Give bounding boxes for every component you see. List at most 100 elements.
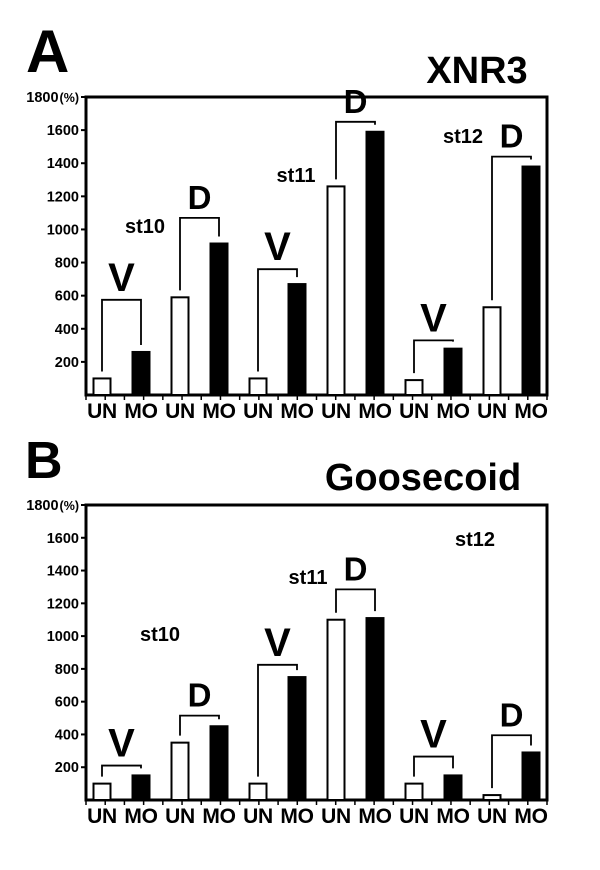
region-label-A-st12-V: V [420, 296, 447, 340]
region-label-A-st11-V: V [264, 225, 291, 269]
y-tick-value: 400 [55, 727, 79, 743]
bracket-A-st12-V [413, 339, 454, 374]
bracket-B-st11-D [335, 588, 376, 613]
region-label-B-st10-D: D [188, 677, 212, 714]
x-label-A-8: UN [399, 400, 429, 423]
region-label-B-st12-V: V [420, 713, 447, 757]
x-label-B-10: UN [477, 805, 507, 828]
bar-A-st11-D-MO [365, 130, 385, 396]
bar-A-st11-V-MO [287, 283, 307, 397]
x-label-B-1: MO [124, 805, 157, 828]
bracket-A-st10-V [101, 298, 142, 372]
region-label-A-st10-V: V [108, 256, 135, 300]
y-tick-value: 200 [55, 760, 79, 776]
stage-label-A-st12: st12 [443, 126, 483, 148]
bracket-B-st11-V [257, 663, 298, 777]
stage-label-A-st10: st10 [125, 216, 165, 238]
x-label-A-5: MO [280, 400, 313, 423]
bar-A-st10-D-UN [170, 296, 190, 397]
bar-B-st11-V-MO [287, 676, 307, 801]
x-label-B-0: UN [87, 805, 117, 828]
region-label-B-st10-V: V [108, 722, 135, 766]
y-tick-value: 1000 [47, 629, 79, 645]
bar-B-st11-D-MO [365, 617, 385, 801]
bar-B-st12-V-MO [443, 774, 463, 802]
region-label-A-st10-D: D [188, 179, 212, 216]
y-tick-value: 400 [55, 322, 79, 338]
y-tick-label-B: 600 [55, 695, 79, 711]
y-tick-label-A: 800 [55, 256, 79, 272]
y-tick-value: 1200 [47, 189, 79, 205]
bracket-A-st11-V [257, 268, 298, 372]
x-label-B-7: MO [358, 805, 391, 828]
bracket-B-st12-D [491, 734, 532, 789]
bar-A-st12-V-MO [443, 347, 463, 396]
bracket-A-st10-D [179, 216, 220, 291]
region-label-A-st12-D: D [500, 118, 524, 155]
chart-title-A: XNR3 [426, 50, 527, 92]
stage-label-B-st11: st11 [289, 567, 328, 589]
y-tick-value: 1000 [47, 222, 79, 238]
x-label-A-3: MO [202, 400, 235, 423]
x-label-A-9: MO [436, 400, 469, 423]
bar-A-st12-V-UN [404, 379, 424, 397]
x-label-B-11: MO [514, 805, 547, 828]
y-tick-value: 600 [55, 289, 79, 305]
region-label-B-st11-D: D [344, 550, 368, 587]
bar-B-st10-D-MO [209, 725, 229, 801]
y-tick-label-B: 400 [55, 727, 79, 743]
y-tick-value: 800 [55, 256, 79, 272]
x-label-A-2: UN [165, 400, 195, 423]
x-label-A-0: UN [87, 400, 117, 423]
x-label-A-11: MO [514, 400, 547, 423]
bar-A-st12-D-MO [521, 165, 541, 396]
y-axis-unit: (%) [60, 91, 79, 105]
bar-B-st12-V-UN [404, 782, 424, 801]
y-tick-value: 1600 [47, 123, 79, 139]
x-label-B-4: UN [243, 805, 273, 828]
bar-B-st12-D-MO [521, 751, 541, 802]
bar-A-st10-V-UN [92, 377, 112, 397]
x-label-B-6: UN [321, 805, 351, 828]
y-tick-value: 1600 [47, 531, 79, 547]
bar-A-st10-V-MO [131, 350, 151, 397]
y-tick-label-A: 200 [55, 355, 79, 371]
x-label-A-4: UN [243, 400, 273, 423]
panel-letter-A: A [26, 18, 69, 85]
bar-A-st12-D-UN [482, 306, 502, 396]
y-tick-label-B: 800 [55, 662, 79, 678]
x-label-B-3: MO [202, 805, 235, 828]
y-tick-value: 600 [55, 695, 79, 711]
bar-A-st11-D-UN [326, 185, 346, 396]
bracket-B-st12-V [413, 755, 454, 777]
x-label-B-8: UN [399, 805, 429, 828]
y-tick-label-A: 400 [55, 322, 79, 338]
y-tick-value: 200 [55, 355, 79, 371]
bar-B-st12-D-UN [482, 794, 502, 801]
y-tick-label-B: 1800(%) [26, 498, 79, 514]
bar-B-st11-D-UN [326, 618, 346, 801]
stage-label-B-st12: st12 [455, 529, 495, 551]
region-label-B-st12-D: D [500, 696, 524, 733]
y-tick-value: 1400 [47, 564, 79, 580]
y-tick-label-B: 1200 [47, 596, 79, 612]
region-label-A-st11-D: D [344, 83, 368, 120]
y-tick-value: 1400 [47, 156, 79, 172]
y-tick-label-A: 1800(%) [26, 90, 79, 106]
x-label-A-1: MO [124, 400, 157, 423]
panel-letter-B: B [25, 432, 63, 490]
y-tick-value: 800 [55, 662, 79, 678]
y-tick-label-A: 1000 [47, 222, 79, 238]
region-label-B-st11-V: V [264, 621, 291, 665]
y-tick-label-A: 1600 [47, 123, 79, 139]
bar-B-st10-V-UN [92, 782, 112, 801]
x-label-B-2: UN [165, 805, 195, 828]
stage-label-B-st10: st10 [140, 624, 180, 646]
y-tick-label-B: 1000 [47, 629, 79, 645]
bracket-B-st10-D [179, 714, 220, 736]
bar-B-st10-D-UN [170, 741, 190, 802]
y-tick-label-B: 200 [55, 760, 79, 776]
y-tick-label-B: 1400 [47, 564, 79, 580]
y-axis-unit: (%) [60, 499, 79, 513]
